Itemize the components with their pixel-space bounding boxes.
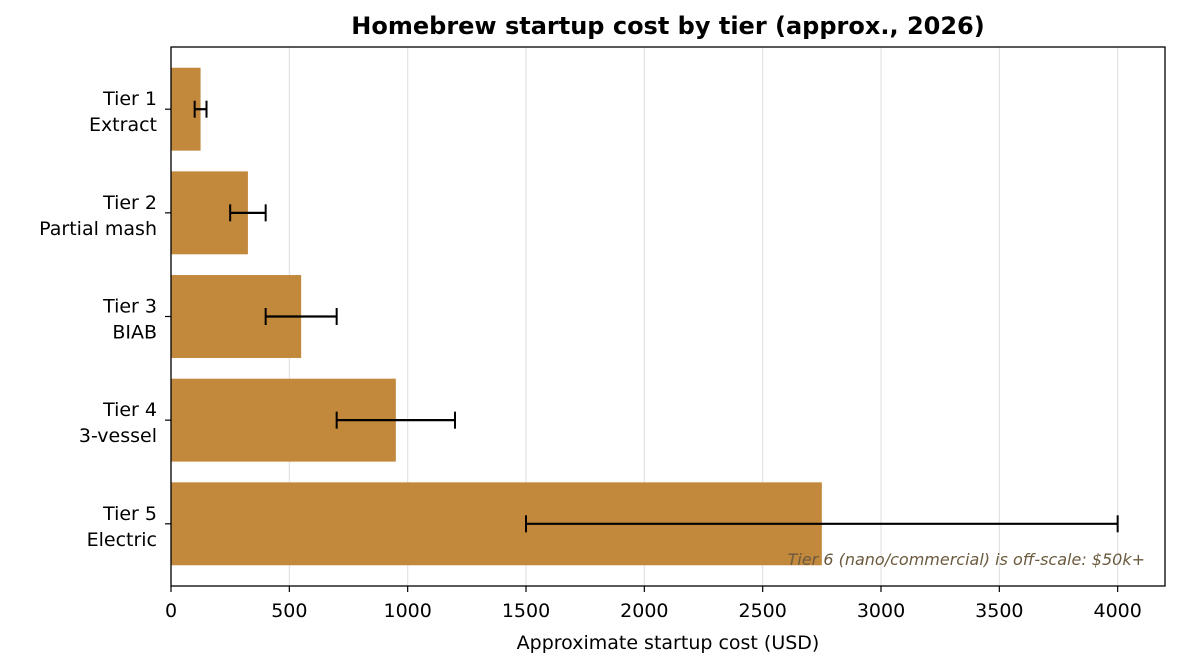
x-tick-label: 3000: [857, 600, 905, 622]
y-tick-label-method: BIAB: [112, 322, 157, 344]
y-tick-label-method: Extract: [89, 114, 157, 136]
y-tick-label-tier: Tier 3: [102, 296, 157, 318]
x-tick-label: 500: [271, 600, 307, 622]
x-tick-label: 4000: [1093, 600, 1141, 622]
y-tick-label-tier: Tier 4: [102, 399, 157, 421]
off-scale-note: Tier 6 (nano/commercial) is off-scale: $…: [788, 550, 1145, 569]
chart-title: Homebrew startup cost by tier (approx., …: [351, 12, 984, 40]
y-tick-label-tier: Tier 5: [102, 503, 157, 525]
x-axis-ticks: 0 500 1000 1500 2000 2500 3000 3500 4000: [165, 586, 1142, 622]
error-bars: [193, 100, 1119, 533]
x-tick-label: 1000: [383, 600, 431, 622]
x-tick-label: 1500: [502, 600, 550, 622]
x-tick-label: 2500: [738, 600, 786, 622]
y-tick-label-method: Partial mash: [39, 218, 157, 240]
y-tick-label-method: 3-vessel: [79, 425, 157, 447]
y-tick-label-tier: Tier 1: [102, 88, 157, 110]
x-tick-label: 3500: [975, 600, 1023, 622]
x-tick-label: 0: [165, 600, 177, 622]
grid: [170, 47, 1119, 586]
y-axis-ticks: Tier 1 Extract Tier 2 Partial mash Tier 3 BIA…: [39, 88, 171, 551]
x-axis-label: Approximate startup cost (USD): [517, 632, 820, 654]
x-tick-label: 2000: [620, 600, 668, 622]
y-tick-label-tier: Tier 2: [102, 192, 157, 214]
y-tick-label-method: Electric: [87, 529, 157, 551]
